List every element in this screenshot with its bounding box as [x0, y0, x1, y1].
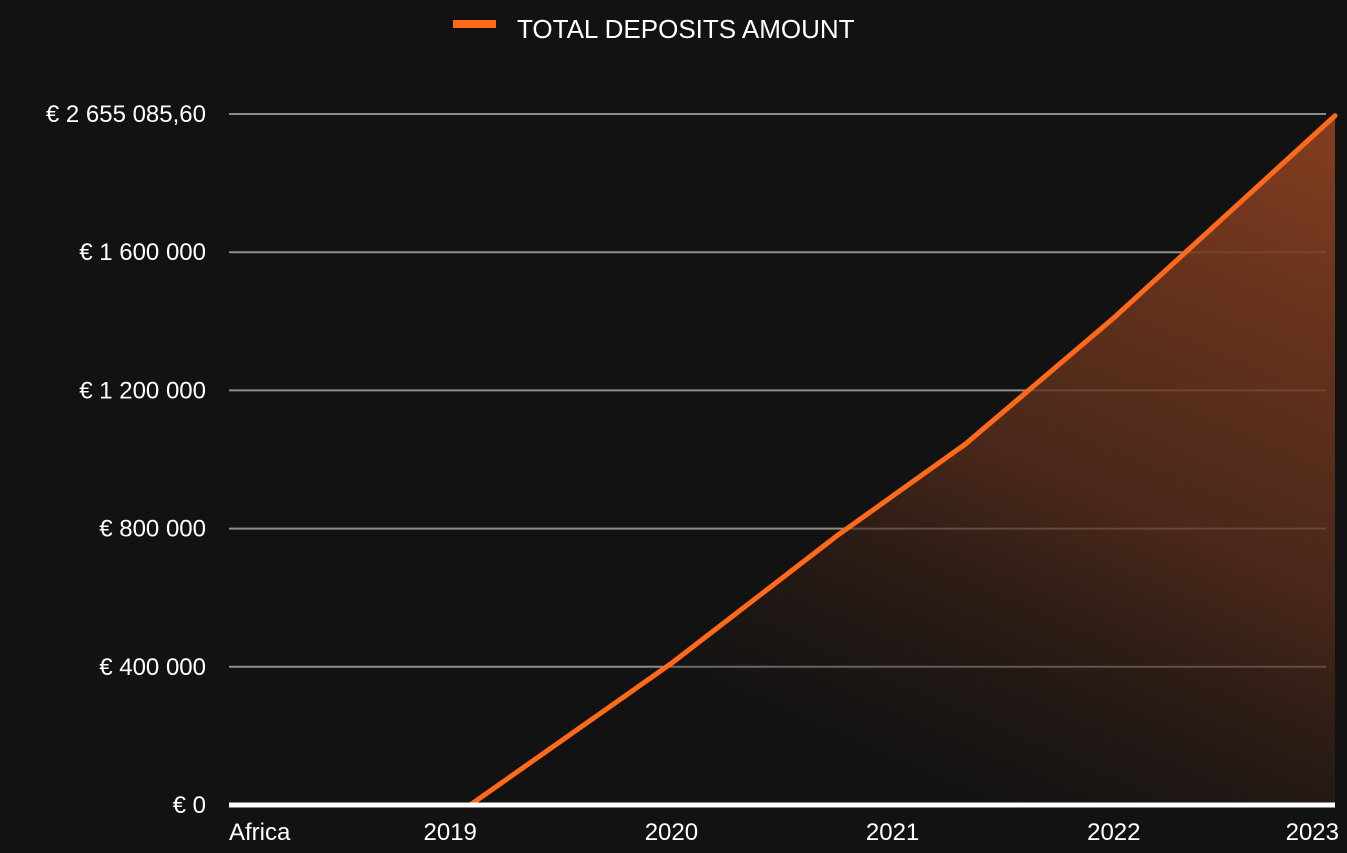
x-tick-label: 2022 — [1087, 819, 1140, 846]
y-tick-label: € 800 000 — [99, 516, 206, 543]
x-tick-label: Africa — [229, 819, 291, 846]
y-tick-label: € 1 200 000 — [79, 377, 206, 404]
x-tick-label: 2020 — [645, 819, 698, 846]
axis-layer: € 0 € 400 000 € 800 000 € 1 200 000 € 1 600 … — [46, 101, 1339, 846]
x-tick-label: 2019 — [424, 819, 477, 846]
y-tick-label: € 2 655 085,60 — [46, 101, 206, 128]
legend: TOTAL DEPOSITS AMOUNT — [453, 14, 855, 44]
y-tick-label: € 0 — [173, 792, 206, 819]
area-layer — [467, 113, 1338, 808]
series-area-fill — [470, 115, 1335, 806]
y-tick-label: € 400 000 — [99, 654, 206, 681]
legend-label: TOTAL DEPOSITS AMOUNT — [517, 14, 855, 44]
legend-swatch — [453, 20, 496, 28]
y-tick-label: € 1 600 000 — [79, 239, 206, 266]
x-tick-label: 2021 — [866, 819, 919, 846]
x-tick-label: 2023 — [1286, 819, 1339, 846]
series-line — [467, 113, 1338, 808]
